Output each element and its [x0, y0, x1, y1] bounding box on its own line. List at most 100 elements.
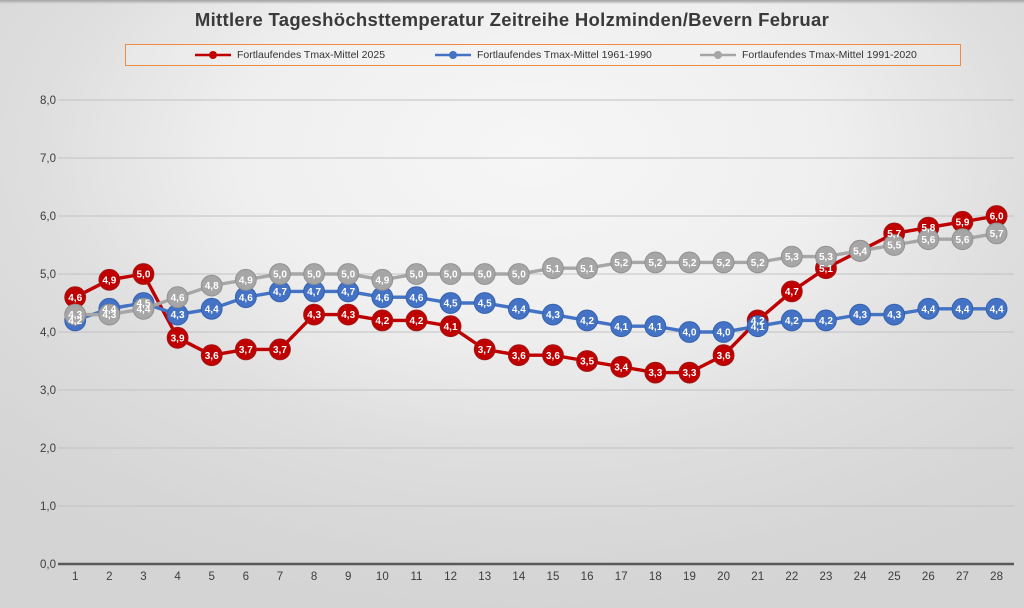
y-tick-label: 8,0	[40, 95, 56, 107]
data-point-marker[interactable]	[815, 309, 837, 332]
data-point-marker[interactable]	[473, 338, 496, 361]
data-point-marker[interactable]	[576, 309, 598, 332]
data-point-marker[interactable]	[815, 245, 837, 268]
data-point-label: 5,5	[887, 241, 901, 252]
data-point-marker[interactable]	[542, 257, 564, 280]
data-point-marker[interactable]	[985, 222, 1008, 245]
data-point-marker[interactable]	[200, 344, 223, 367]
data-point-marker[interactable]	[269, 338, 291, 361]
data-point-marker[interactable]	[132, 263, 155, 285]
data-point-marker[interactable]	[951, 297, 974, 320]
series-2	[64, 222, 1008, 326]
data-point-marker[interactable]	[644, 315, 667, 338]
data-point-marker[interactable]	[780, 245, 803, 268]
data-point-label: 4,5	[444, 299, 458, 310]
x-tick-label: 3	[140, 571, 146, 583]
data-point-marker[interactable]	[166, 286, 189, 309]
data-point-marker[interactable]	[849, 303, 871, 326]
legend-entry[interactable]: Fortlaufendes Tmax-Mittel 2025	[194, 45, 385, 65]
data-point-label: 4,7	[273, 287, 287, 298]
data-point-marker[interactable]	[576, 257, 598, 280]
data-point-marker[interactable]	[200, 274, 223, 297]
data-point-marker[interactable]	[883, 303, 906, 326]
legend-entry[interactable]: Fortlaufendes Tmax-Mittel 1961-1990	[434, 45, 652, 65]
x-tick-label: 8	[311, 571, 317, 583]
data-point-marker[interactable]	[371, 268, 394, 291]
data-point-marker[interactable]	[746, 315, 769, 338]
data-point-label: 5,2	[682, 258, 696, 269]
x-tick-label: 22	[785, 571, 798, 583]
legend-entry-label: Fortlaufendes Tmax-Mittel 2025	[237, 49, 386, 61]
data-point-marker[interactable]	[507, 263, 530, 285]
data-point-marker[interactable]	[166, 326, 189, 349]
data-point-marker[interactable]	[610, 251, 633, 274]
data-point-marker[interactable]	[849, 239, 871, 262]
data-point-marker[interactable]	[678, 251, 701, 274]
data-point-marker[interactable]	[917, 228, 940, 251]
data-point-marker[interactable]	[917, 297, 940, 320]
gridlines	[58, 99, 1014, 507]
data-point-marker[interactable]	[712, 321, 735, 343]
data-point-label: 4,0	[682, 328, 696, 339]
data-point-label: 4,3	[546, 310, 560, 321]
data-point-marker[interactable]	[712, 344, 735, 367]
legend-entry[interactable]: Fortlaufendes Tmax-Mittel 1991-2020	[699, 45, 917, 65]
legend-marker-icon	[700, 51, 736, 59]
data-point-marker[interactable]	[883, 234, 906, 256]
data-point-marker[interactable]	[405, 286, 428, 309]
data-point-marker[interactable]	[303, 303, 325, 326]
data-point-label: 4,4	[921, 304, 935, 315]
chart-title: Mittlere Tageshöchsttemperatur Zeitreihe…	[194, 9, 830, 30]
data-point-marker[interactable]	[780, 280, 803, 303]
data-point-label: 3,6	[546, 351, 560, 362]
data-point-marker[interactable]	[985, 297, 1008, 320]
x-tick-label: 28	[990, 571, 1003, 583]
data-point-marker[interactable]	[269, 263, 291, 285]
data-point-marker[interactable]	[951, 228, 974, 251]
data-point-marker[interactable]	[303, 263, 325, 285]
series-1-labels: 4,24,44,54,34,44,64,7 4,7 4,74,6 4,64,5 4,54…	[68, 287, 1004, 339]
data-point-marker[interactable]	[542, 344, 564, 367]
data-point-label: 4,2	[409, 316, 423, 327]
data-point-marker[interactable]	[234, 268, 257, 291]
data-point-label: 4,3	[307, 310, 321, 321]
data-point-label: 5,8	[921, 223, 935, 234]
data-point-marker[interactable]	[610, 315, 633, 338]
legend-box: Fortlaufendes Tmax-Mittel 2025 Fortlaufe…	[125, 44, 961, 66]
data-point-marker[interactable]	[576, 350, 598, 372]
data-point-marker[interactable]	[337, 263, 360, 285]
data-point-label: 4,1	[444, 322, 458, 333]
x-tick-label: 18	[649, 571, 662, 583]
data-point-marker[interactable]	[473, 263, 496, 285]
data-point-marker[interactable]	[746, 251, 769, 274]
data-point-marker[interactable]	[678, 361, 701, 384]
data-point-marker[interactable]	[371, 309, 394, 332]
data-point-label: 4,5	[136, 299, 150, 310]
data-point-marker[interactable]	[405, 263, 428, 285]
data-point-marker[interactable]	[678, 321, 701, 343]
data-point-label: 5,4	[853, 246, 867, 257]
data-point-marker[interactable]	[405, 309, 428, 332]
data-point-marker[interactable]	[439, 263, 462, 285]
x-tick-label: 25	[888, 571, 901, 583]
data-point-marker[interactable]	[234, 338, 257, 361]
data-point-marker[interactable]	[507, 297, 530, 320]
data-point-marker[interactable]	[132, 297, 155, 320]
data-point-marker[interactable]	[644, 251, 667, 274]
data-point-marker[interactable]	[610, 355, 633, 378]
x-axis-tick-labels: 1 2 3 4 5 6 7 8 9 10 11 12 13 14 15 16 17 18 19 20 21 22 23 24 2…	[72, 571, 1003, 583]
data-point-marker[interactable]	[644, 361, 667, 384]
data-point-marker[interactable]	[200, 297, 223, 320]
data-point-marker[interactable]	[542, 303, 564, 326]
data-point-marker[interactable]	[439, 292, 462, 314]
data-point-marker[interactable]	[98, 268, 121, 291]
data-point-marker[interactable]	[98, 303, 121, 326]
data-point-marker[interactable]	[337, 303, 360, 326]
data-point-label: 4,7	[785, 287, 799, 298]
data-point-marker[interactable]	[780, 309, 803, 332]
data-point-marker[interactable]	[507, 344, 530, 367]
data-point-marker[interactable]	[473, 292, 496, 314]
data-point-marker[interactable]	[712, 251, 735, 274]
data-point-marker[interactable]	[439, 315, 462, 338]
data-point-marker[interactable]	[64, 303, 87, 326]
